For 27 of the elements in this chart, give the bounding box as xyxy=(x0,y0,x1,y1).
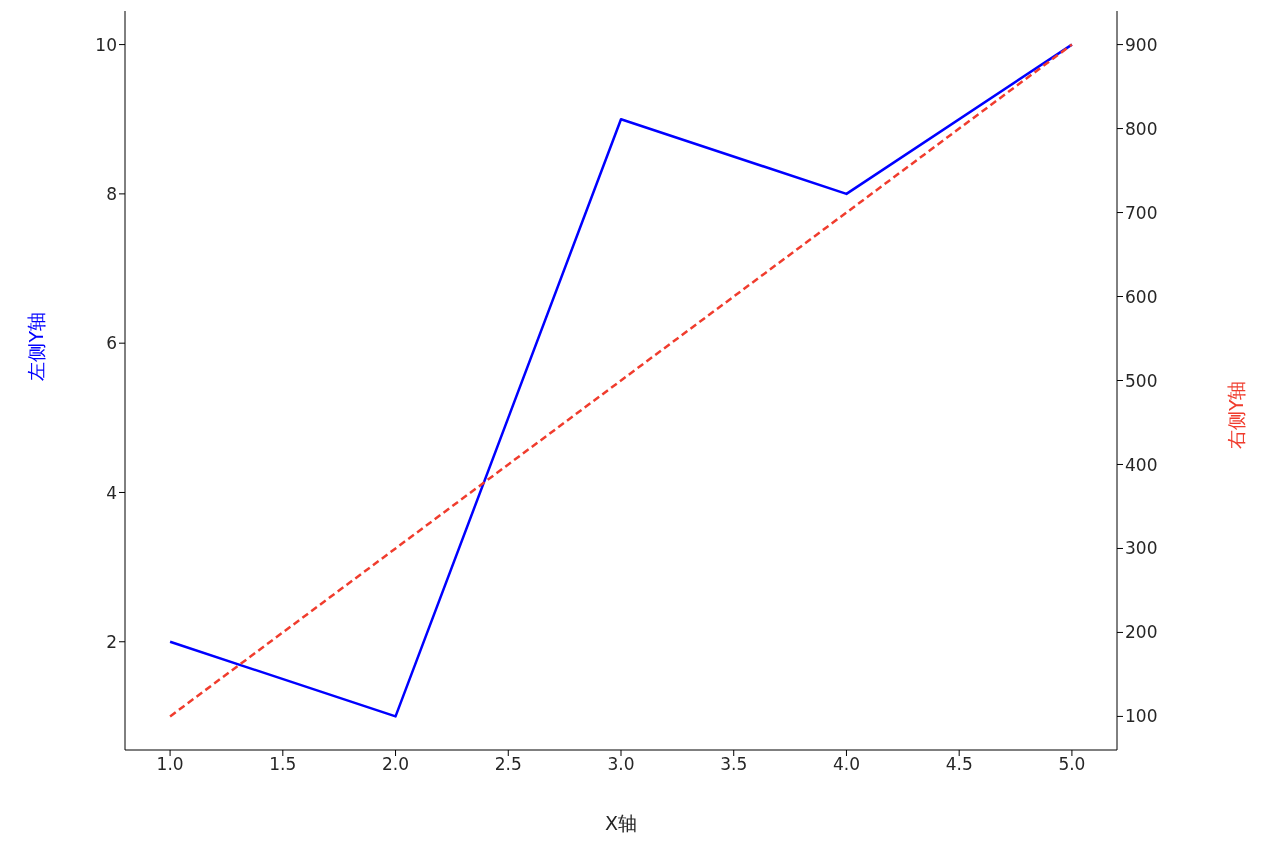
x-tick-label: 2.0 xyxy=(382,754,410,775)
y-tick-label: 2 xyxy=(106,631,117,652)
y2-tick-label: 700 xyxy=(1125,202,1158,223)
y-tick-label: 8 xyxy=(106,183,117,204)
y2-tick-label: 400 xyxy=(1125,454,1158,475)
x-tick-label: 4.0 xyxy=(832,754,860,775)
y-axis-title: 左侧Y轴 xyxy=(24,311,47,381)
x-tick-label: 2.5 xyxy=(494,754,522,775)
y-tick-label: 6 xyxy=(106,333,117,354)
y2-tick-label: 300 xyxy=(1125,538,1158,559)
x-tick-label: 1.5 xyxy=(269,754,297,775)
y2-tick-label: 600 xyxy=(1125,286,1158,307)
y-tick-label: 10 xyxy=(95,34,117,55)
x-tick-label: 3.0 xyxy=(607,754,635,775)
y2-tick-label: 200 xyxy=(1125,622,1158,643)
y2-tick-label: 100 xyxy=(1125,706,1158,727)
y2-tick-label: 800 xyxy=(1125,118,1158,139)
x-tick-label: 3.5 xyxy=(720,754,748,775)
y2-axis-title: 右侧Y轴 xyxy=(1224,380,1247,450)
line-series xyxy=(168,43,1074,718)
y2-tick-label: 900 xyxy=(1125,34,1158,55)
x-tick-label: 4.5 xyxy=(945,754,973,775)
x-tick-label: 1.0 xyxy=(156,754,184,775)
x-axis-title: X轴 xyxy=(604,812,638,834)
x-tick-label: 5.0 xyxy=(1058,754,1086,775)
y-tick-label: 4 xyxy=(106,482,117,503)
y2-tick-label: 500 xyxy=(1125,370,1158,391)
